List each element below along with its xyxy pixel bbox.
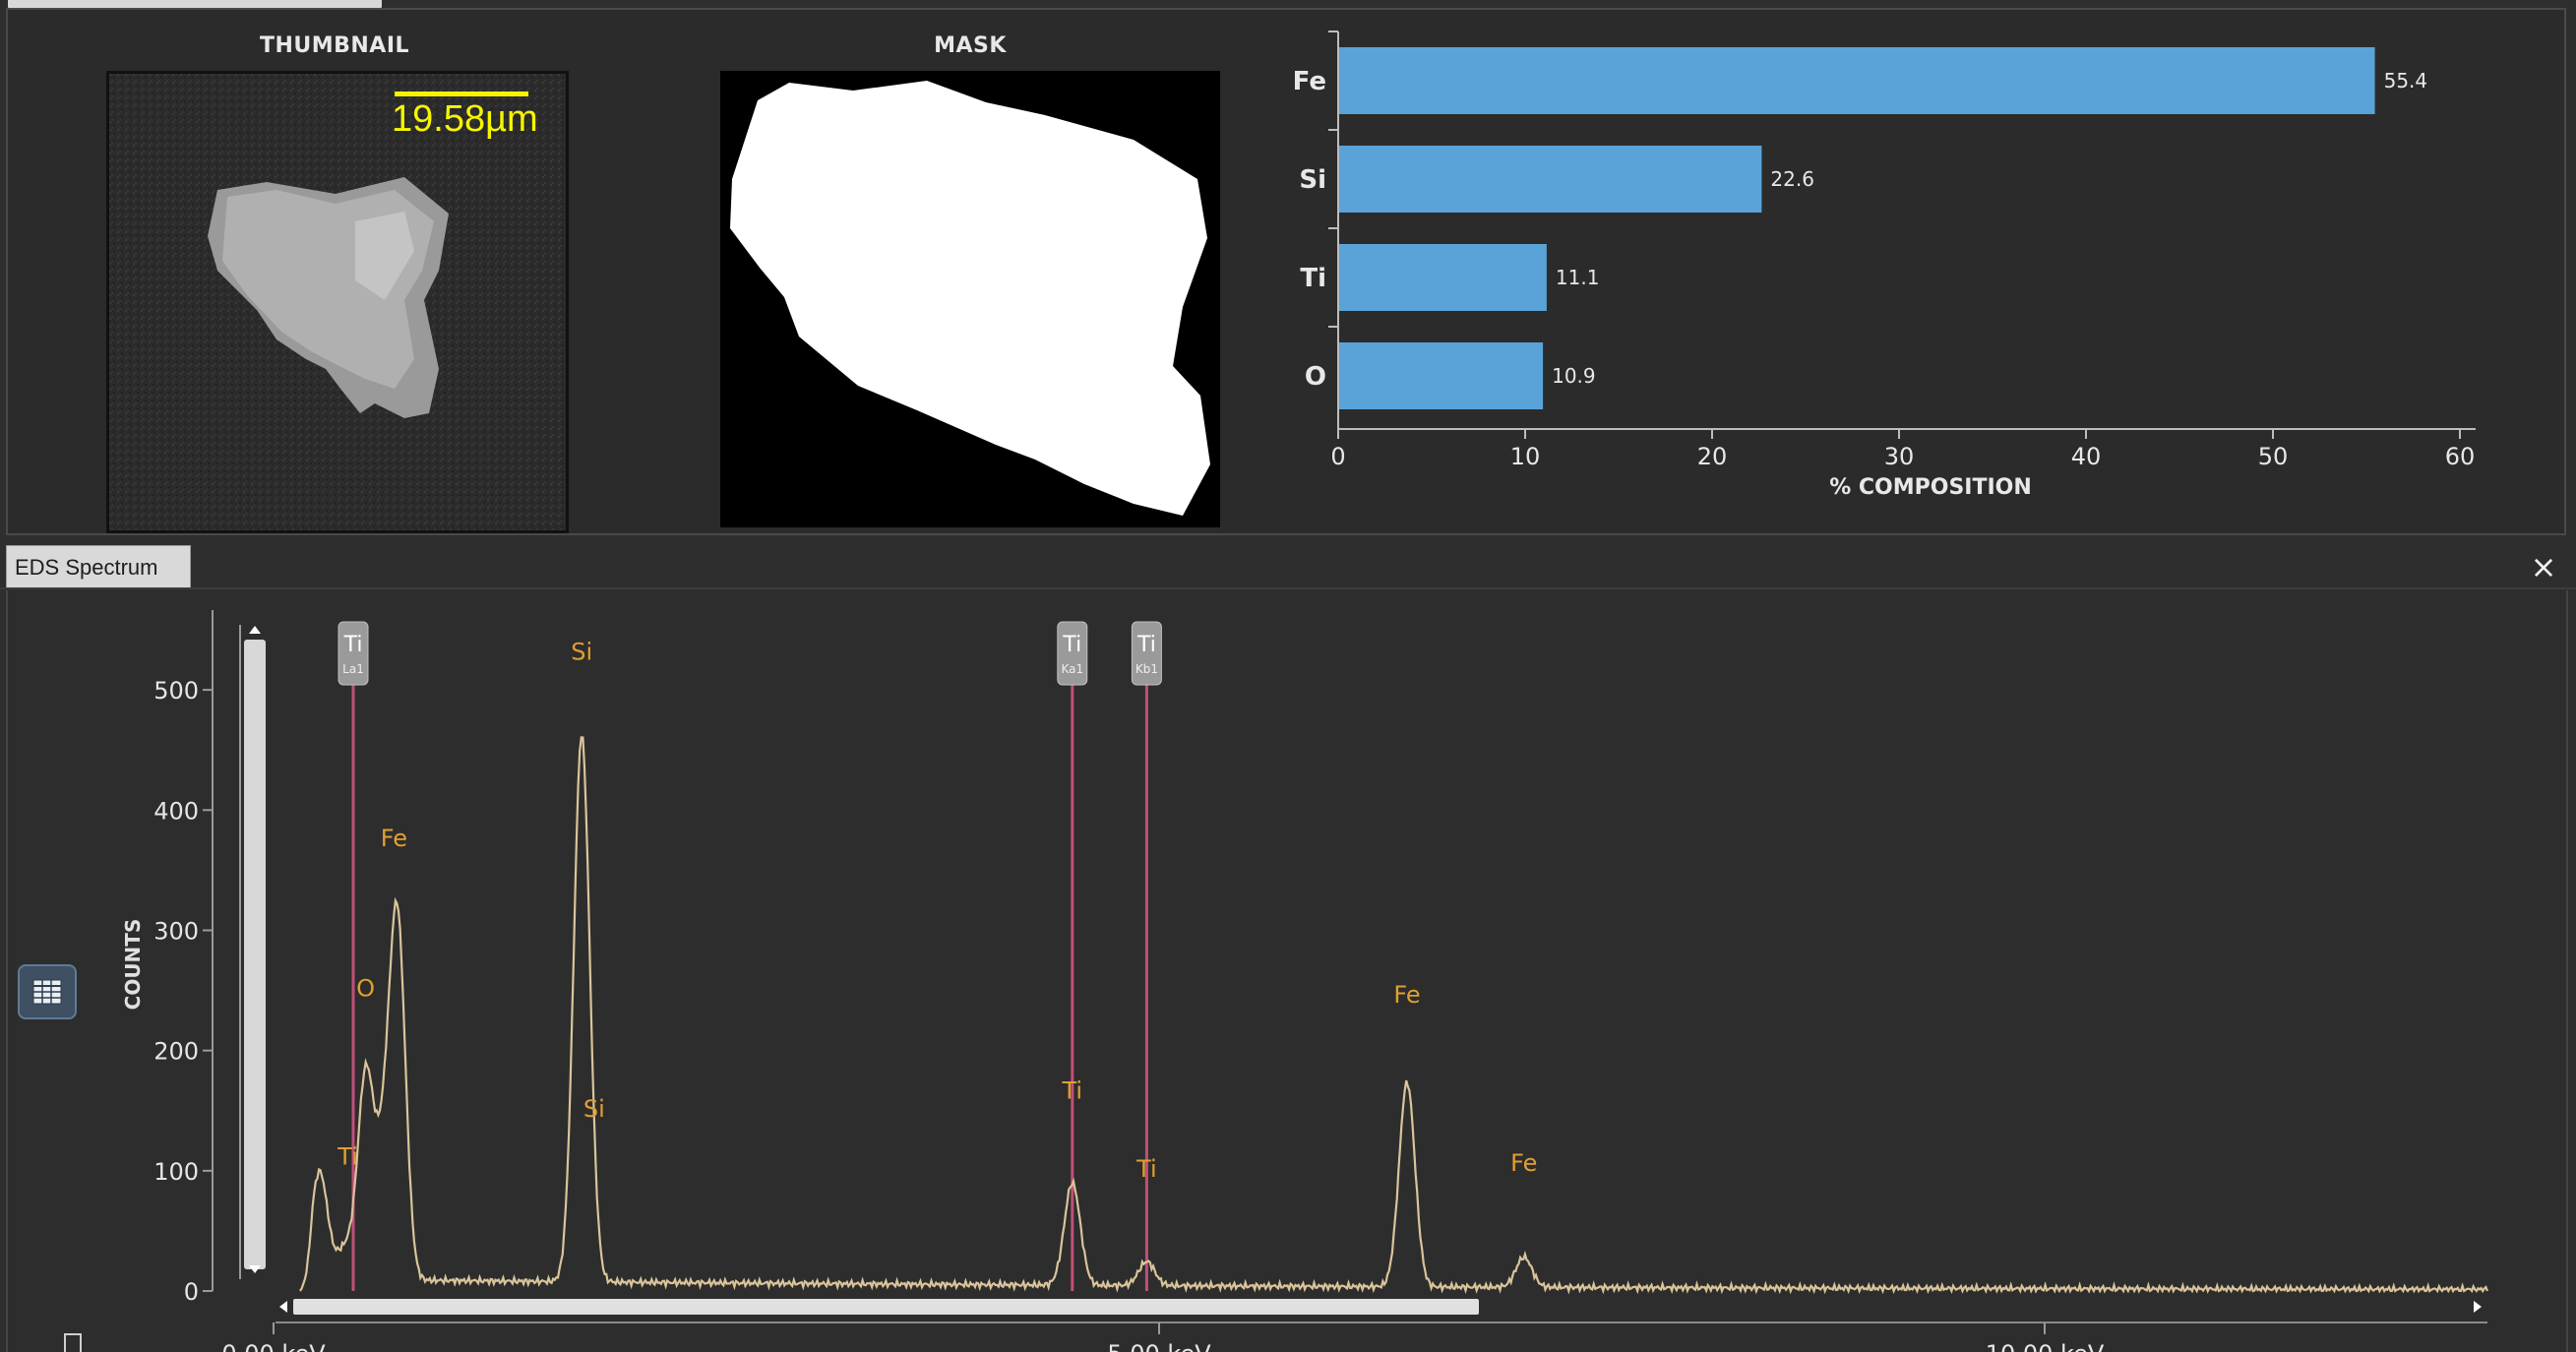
thumbnail-heading: THUMBNAIL <box>259 33 410 58</box>
scale-bar <box>395 92 528 96</box>
marker-element-label: Ti <box>1136 633 1156 657</box>
scroll-down-arrow[interactable] <box>249 1265 261 1273</box>
peak-label-ti: Ti <box>1135 1155 1157 1183</box>
peak-label-fe: Fe <box>1393 981 1420 1009</box>
peak-label-ti: Ti <box>337 1143 358 1171</box>
composition-category-label: O <box>1305 362 1326 392</box>
peak-label-o: O <box>356 975 375 1003</box>
composition-bar-o <box>1339 342 1544 409</box>
marker-ti-la1[interactable]: Ti La1 <box>337 621 369 1291</box>
counts-tick-label: 100 <box>153 1158 199 1186</box>
marker-line-label: Kb1 <box>1135 662 1158 676</box>
energy-tick-label: 0.00 keV <box>221 1340 326 1352</box>
composition-x-tick-label: 20 <box>1697 443 1728 470</box>
composition-x-tick-label: 40 <box>2071 443 2102 470</box>
marker-element-label: Ti <box>343 633 363 657</box>
composition-x-tick-label: 30 <box>1884 443 1915 470</box>
marker-line-label: La1 <box>342 662 364 676</box>
energy-tick-label: 5.00 keV <box>1107 1340 1211 1352</box>
vertical-scroll-thumb[interactable] <box>244 640 266 1269</box>
tab-strip-line <box>0 587 2576 589</box>
scale-bar-label: 19.58µm <box>392 98 538 140</box>
composition-bar-fe <box>1339 47 2375 114</box>
spectrum-line <box>299 736 2489 1295</box>
composition-category-label: Ti <box>1300 264 1326 293</box>
scroll-right-arrow[interactable] <box>2474 1301 2482 1313</box>
close-button[interactable]: × <box>2530 548 2557 585</box>
peak-label-fe: Fe <box>381 825 407 852</box>
composition-x-tick-label: 10 <box>1510 443 1541 470</box>
mask-image <box>720 71 1220 527</box>
composition-x-tick-label: 60 <box>2445 443 2476 470</box>
counts-tick-label: 300 <box>153 917 199 945</box>
marker-line-label: Ka1 <box>1061 662 1083 676</box>
counts-tick-label: 400 <box>153 797 199 825</box>
peak-label-si: Si <box>583 1095 605 1123</box>
vertical-scrollbar[interactable] <box>239 625 266 1279</box>
composition-category-label: Si <box>1299 165 1326 195</box>
marker-element-label: Ti <box>1062 633 1081 657</box>
peak-label-fe: Fe <box>1510 1149 1537 1177</box>
composition-bar-ti <box>1339 244 1547 311</box>
composition-x-tick-label: 50 <box>2258 443 2289 470</box>
composition-x-axis-label: % COMPOSITION <box>1829 475 2032 500</box>
composition-value-label: 22.6 <box>1770 167 1814 191</box>
peak-label-si: Si <box>571 639 592 666</box>
marker-ti-ka1[interactable]: Ti Ka1 <box>1057 621 1088 1291</box>
horizontal-scroll-thumb[interactable] <box>293 1299 1479 1315</box>
thumbnail-image <box>106 71 569 533</box>
mask-heading: MASK <box>934 33 1007 58</box>
composition-value-label: 10.9 <box>1552 364 1596 388</box>
eds-spectrum-panel <box>6 590 2568 1352</box>
marker-ti-kb1[interactable]: Ti Kb1 <box>1131 621 1162 1291</box>
zoom-reset-handle[interactable] <box>64 1333 82 1352</box>
scroll-left-arrow[interactable] <box>279 1301 287 1313</box>
counts-tick-label: 200 <box>153 1038 199 1066</box>
composition-value-label: 55.4 <box>2384 69 2428 92</box>
composition-bar-si <box>1339 146 1762 213</box>
scroll-up-arrow[interactable] <box>249 626 261 634</box>
tab-eds-spectrum[interactable]: EDS Spectrum <box>6 545 191 588</box>
composition-value-label: 11.1 <box>1556 266 1600 289</box>
counts-tick-label: 500 <box>153 677 199 705</box>
energy-tick-label: 10.00 keV <box>1986 1340 2105 1352</box>
table-view-button[interactable] <box>18 964 77 1019</box>
composition-category-label: Fe <box>1293 67 1326 96</box>
counts-tick-label: 0 <box>184 1278 199 1306</box>
peak-label-ti: Ti <box>1062 1077 1083 1105</box>
composition-chart: 55.4 22.6 11.1 10.9 0 10 20 30 40 50 60 Fe Si Ti O % … <box>1293 31 2476 500</box>
counts-axis-label: COUNTS <box>121 919 145 1011</box>
composition-x-tick-label: 0 <box>1330 443 1345 470</box>
horizontal-scrollbar[interactable] <box>276 1299 2487 1323</box>
table-grid-icon <box>32 979 62 1005</box>
